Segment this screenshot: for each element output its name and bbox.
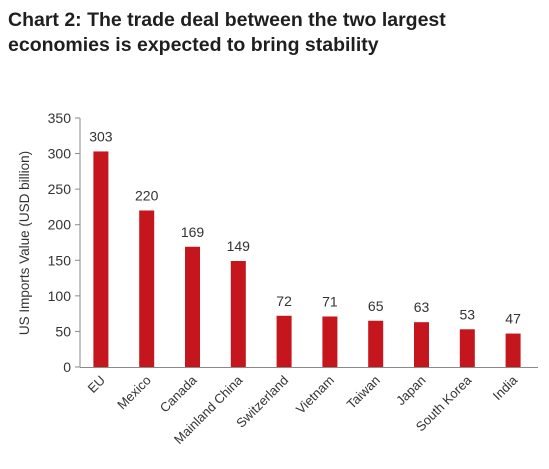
data-label: 71 (322, 293, 338, 309)
data-label: 169 (181, 224, 205, 240)
y-tick-label: 150 (48, 252, 72, 268)
bar (459, 329, 475, 367)
y-tick-label: 0 (63, 359, 71, 375)
bar (93, 151, 109, 367)
category-label: Vietnam (293, 373, 337, 417)
category-label: Canada (157, 372, 200, 415)
category-label: Mexico (114, 373, 154, 413)
data-label: 47 (505, 311, 521, 327)
category-label: Japan (393, 373, 429, 409)
bar (414, 322, 429, 367)
data-label: 53 (460, 306, 476, 322)
category-label: EU (85, 373, 108, 396)
y-tick-label: 250 (48, 181, 72, 197)
data-label: 72 (276, 293, 292, 309)
y-tick-label: 200 (48, 217, 72, 233)
y-tick-label: 300 (48, 146, 72, 162)
data-labels: 303 220 169 149 72 71 65 63 53 47 (89, 128, 521, 326)
y-tick-label: 350 (48, 110, 72, 126)
bars (93, 151, 521, 367)
bar (185, 246, 200, 367)
bar (505, 333, 521, 367)
data-label: 65 (368, 298, 384, 314)
bar (276, 315, 292, 367)
chart-title: Chart 2: The trade deal between the two … (8, 9, 446, 56)
data-label: 149 (227, 238, 251, 254)
bar (230, 260, 246, 367)
data-label: 220 (135, 187, 159, 203)
y-tick-label: 50 (55, 323, 71, 339)
bar (322, 316, 338, 367)
y-tick-label: 100 (48, 288, 72, 304)
data-label: 303 (89, 128, 113, 144)
bar (368, 320, 384, 367)
y-ticks: 0 50 100 150 200 250 300 350 (48, 110, 80, 375)
data-label: 63 (414, 299, 430, 315)
category-label: India (490, 372, 521, 403)
bar (139, 210, 155, 367)
y-axis-title: US Imports Value (USD billion) (17, 151, 32, 335)
category-label: Taiwan (344, 373, 383, 412)
